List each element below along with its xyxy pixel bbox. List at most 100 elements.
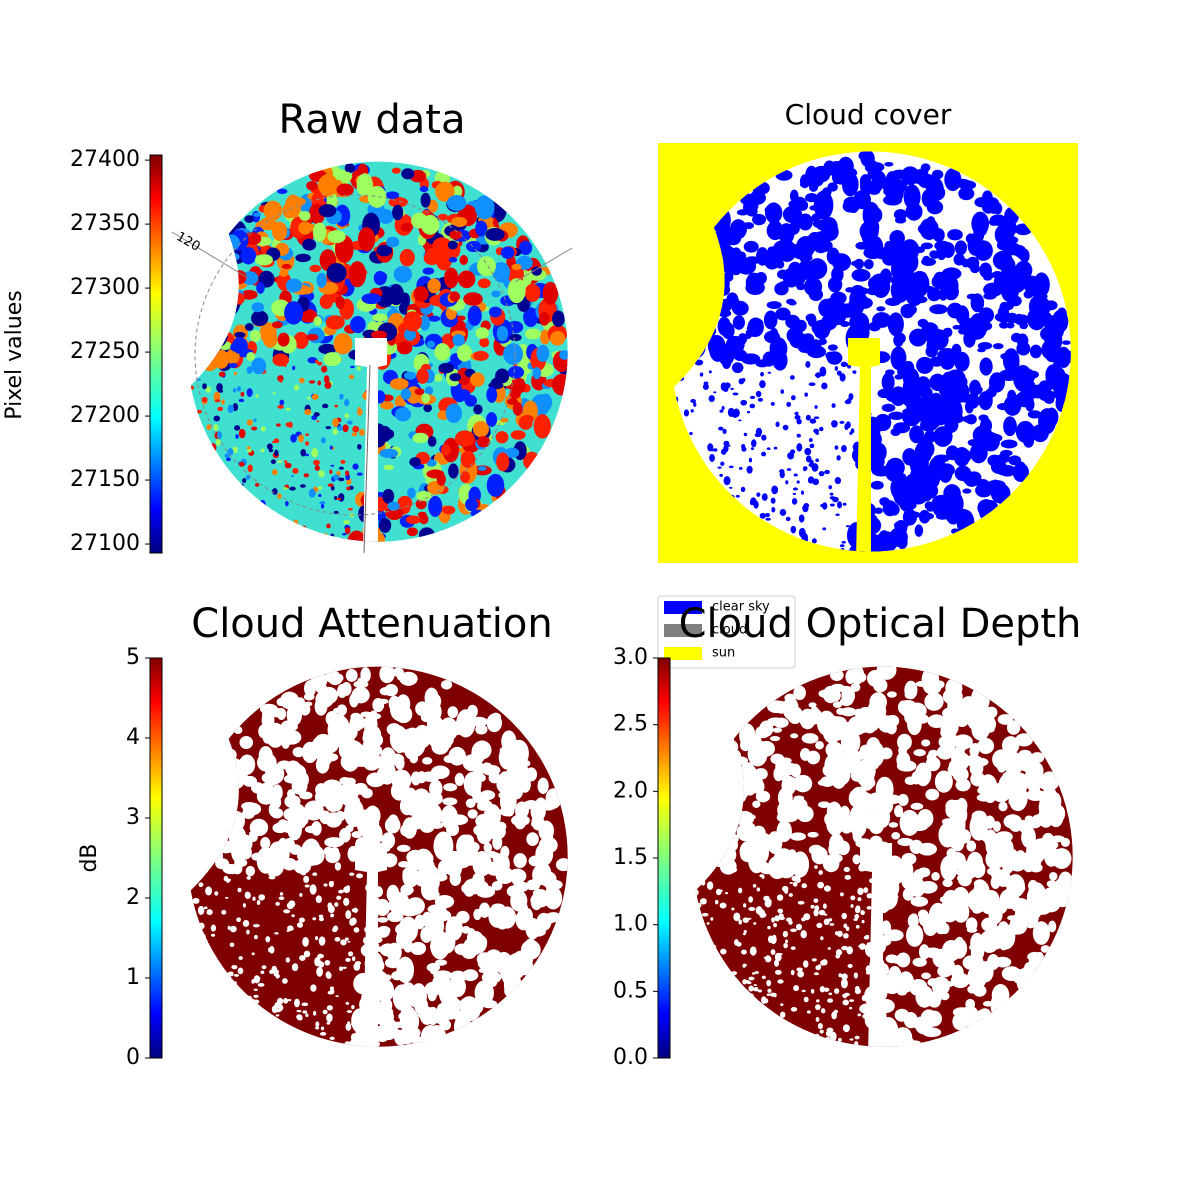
texture-blob	[195, 409, 203, 414]
texture-blob	[719, 959, 724, 964]
texture-blob	[710, 944, 717, 949]
texture-blob	[260, 448, 265, 453]
texture-blob	[805, 361, 811, 368]
texture-blob	[210, 933, 216, 937]
texture-blob	[967, 439, 981, 447]
texture-blob	[462, 969, 479, 982]
texture-blob	[242, 903, 246, 908]
texture-blob	[319, 501, 326, 505]
texture-blob	[435, 930, 446, 943]
texture-blob	[755, 427, 763, 436]
texture-blob	[853, 972, 859, 979]
texture-blob	[382, 974, 392, 981]
texture-blob	[330, 485, 335, 491]
texture-blob	[215, 824, 224, 837]
texture-blob	[544, 886, 563, 910]
texture-blob	[237, 887, 242, 893]
texture-blob	[448, 463, 459, 479]
texture-blob	[369, 710, 379, 723]
texture-blob	[842, 993, 848, 998]
texture-blob	[1027, 425, 1038, 439]
legend-label: cloud	[712, 623, 747, 638]
texture-blob	[385, 236, 400, 248]
chart-title: Cloud cover	[785, 98, 952, 131]
texture-blob	[459, 254, 469, 265]
texture-blob	[1035, 951, 1044, 963]
texture-blob	[888, 411, 905, 421]
texture-blob	[190, 385, 195, 390]
texture-blob	[240, 391, 245, 397]
texture-blob	[479, 337, 490, 348]
texture-blob	[338, 466, 344, 470]
image-pixels	[674, 151, 1071, 552]
texture-blob	[1003, 416, 1017, 437]
texture-blob	[326, 263, 347, 283]
texture-blob	[536, 344, 550, 363]
texture-blob	[779, 508, 787, 516]
texture-blob	[283, 774, 302, 784]
texture-blob	[399, 791, 410, 803]
texture-blob	[313, 412, 320, 417]
texture-blob	[702, 843, 722, 856]
texture-blob	[835, 768, 850, 785]
texture-blob	[530, 819, 548, 829]
texture-blob	[353, 782, 368, 795]
texture-blob	[874, 507, 883, 514]
texture-blob	[202, 806, 212, 818]
texture-blob	[332, 925, 339, 931]
texture-blob	[741, 446, 747, 452]
texture-blob	[239, 735, 254, 750]
texture-blob	[256, 977, 260, 981]
texture-blob	[881, 372, 895, 392]
texture-blob	[1007, 915, 1017, 921]
texture-blob	[1002, 371, 1014, 381]
texture-blob	[438, 362, 454, 374]
texture-blob	[716, 768, 727, 780]
colorbar	[149, 657, 163, 1059]
texture-blob	[279, 378, 283, 383]
texture-blob	[731, 971, 738, 976]
texture-blob	[823, 987, 830, 992]
texture-blob	[236, 386, 241, 392]
chart-title: Cloud Optical Depth	[679, 601, 1082, 647]
texture-blob	[285, 407, 291, 411]
texture-blob	[532, 889, 547, 897]
texture-blob	[689, 431, 693, 436]
texture-blob	[256, 900, 261, 906]
texture-blob	[350, 365, 355, 369]
texture-blob	[233, 726, 243, 734]
texture-blob	[327, 483, 334, 487]
texture-blob	[363, 724, 382, 746]
texture-blob	[277, 332, 290, 347]
texture-blob	[318, 917, 324, 922]
texture-blob	[323, 883, 328, 887]
texture-blob	[227, 448, 234, 456]
texture-blob	[317, 486, 323, 490]
texture-blob	[437, 213, 449, 221]
texture-blob	[752, 884, 757, 888]
texture-blob	[776, 260, 785, 269]
texture-blob	[790, 1007, 798, 1012]
texture-blob	[811, 538, 817, 544]
texture-blob	[213, 415, 221, 422]
texture-blob	[246, 366, 253, 374]
texture-blob	[272, 353, 290, 367]
texture-blob	[828, 485, 832, 490]
texture-blob	[208, 813, 228, 833]
texture-blob	[1041, 771, 1058, 787]
texture-blob	[311, 393, 319, 400]
texture-blob	[780, 757, 792, 764]
texture-blob	[718, 812, 729, 826]
texture-blob	[217, 292, 231, 308]
texture-blob	[326, 972, 332, 979]
texture-blob	[293, 331, 309, 349]
texture-blob	[787, 452, 795, 460]
texture-blob	[250, 329, 261, 343]
texture-blob	[415, 701, 430, 717]
texture-blob	[420, 192, 431, 208]
texture-blob	[231, 965, 238, 970]
texture-blob	[276, 697, 286, 707]
texture-blob	[741, 988, 747, 994]
texture-blob	[318, 493, 322, 498]
texture-blob	[338, 890, 342, 894]
